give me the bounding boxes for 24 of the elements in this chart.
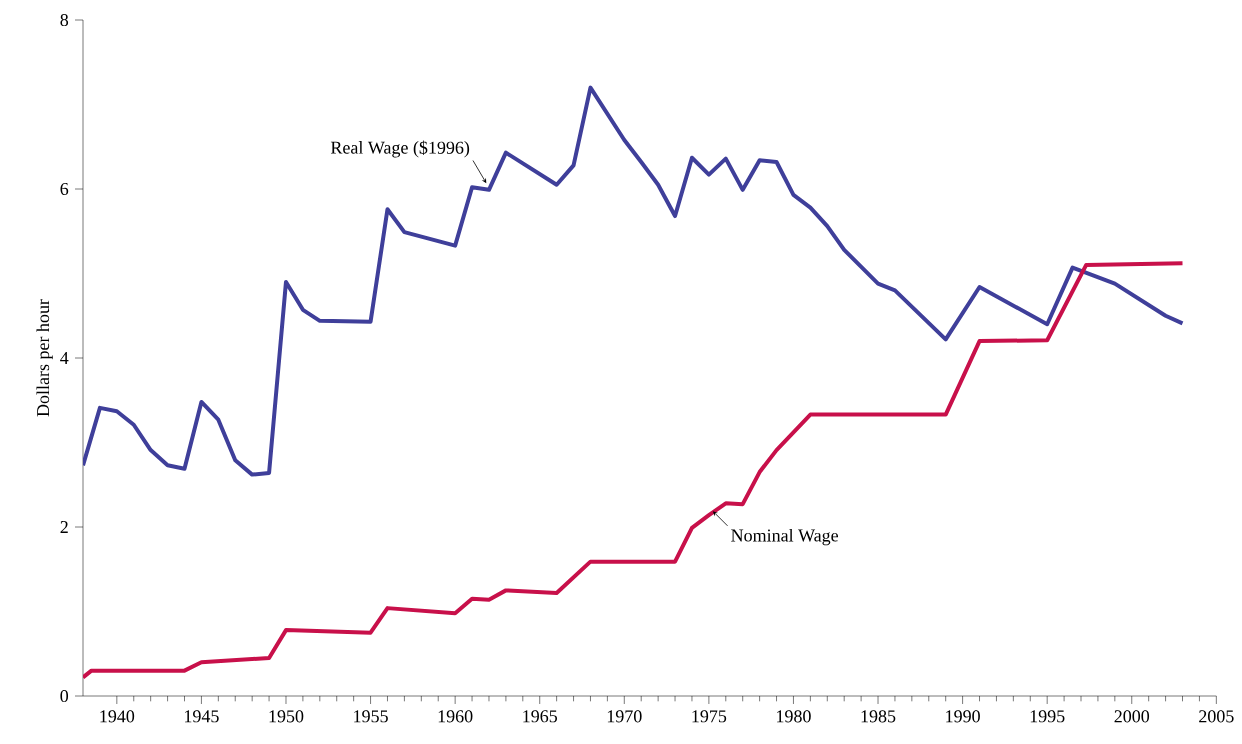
x-tick-label: 2005 bbox=[1199, 710, 1234, 723]
y-axis-title: Dollars per hour bbox=[36, 299, 53, 417]
x-tick-label: 2000 bbox=[1114, 710, 1150, 723]
x-tick-label: 1985 bbox=[861, 710, 896, 723]
x-tick-label: 1995 bbox=[1030, 710, 1065, 723]
x-tick-label: 1940 bbox=[100, 710, 135, 723]
annotation: Real Wage ($1996) bbox=[330, 140, 470, 158]
x-tick-label: 1950 bbox=[269, 710, 304, 723]
y-tick-label: 8 bbox=[60, 13, 69, 27]
y-tick-label: 6 bbox=[60, 182, 69, 196]
x-tick-label: 1980 bbox=[777, 710, 811, 723]
line-series bbox=[83, 261, 1185, 680]
x-tick-label: 1955 bbox=[354, 710, 388, 723]
x-tick-label: 1975 bbox=[692, 710, 727, 723]
x-tick-label: 1945 bbox=[185, 710, 219, 723]
x-tick-label: 1960 bbox=[438, 710, 473, 723]
x-tick-label: 1990 bbox=[946, 710, 980, 723]
line-series bbox=[83, 85, 1185, 477]
x-tick-label: 1965 bbox=[523, 710, 558, 723]
y-tick-label: 4 bbox=[60, 352, 69, 364]
annotation: Nominal Wage bbox=[731, 528, 839, 546]
y-tick-label: 0 bbox=[60, 689, 69, 703]
x-tick-label: 1970 bbox=[607, 710, 642, 723]
y-tick-label: 2 bbox=[60, 521, 68, 533]
